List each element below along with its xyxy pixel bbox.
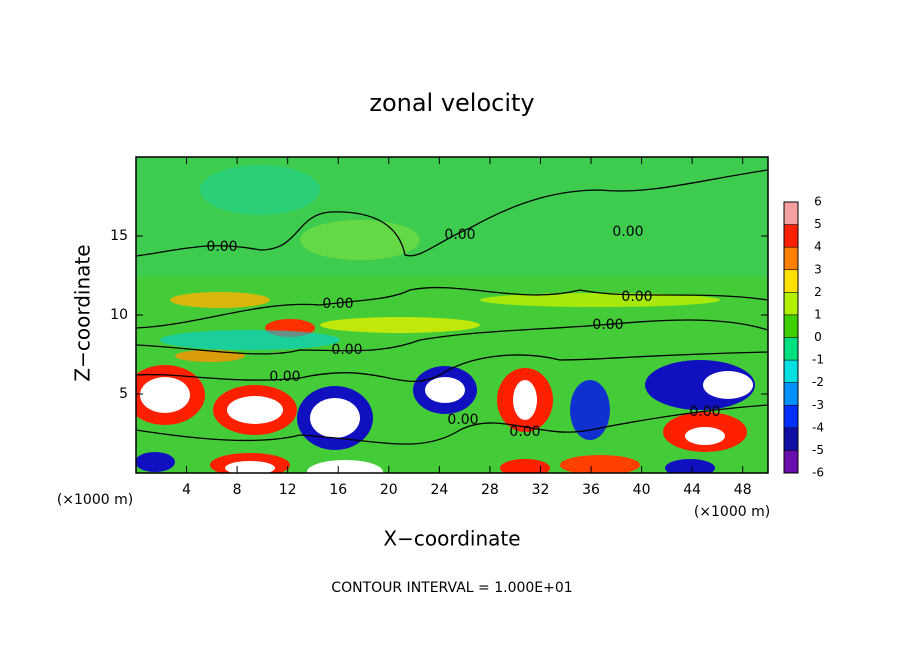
contour-label: 0.00 [447,412,478,428]
contour-label: 0.00 [509,424,540,440]
x-tick-label: 20 [380,482,398,498]
y-tick-label: 5 [119,386,128,402]
contour-label: 0.00 [444,227,475,243]
y-axis-title: Z−coordinate [71,244,95,381]
field-blob [307,460,383,473]
x-tick-label: 24 [430,482,448,498]
contour-label: 0.00 [322,296,353,312]
colorbar-band [784,382,798,406]
y-tick-label: 15 [110,228,128,244]
y-tick-label: 10 [110,307,128,323]
colorbar-band [784,292,798,315]
colorbar-label: -6 [812,466,824,480]
contour-label: 0.00 [206,239,237,255]
contour-lines [136,169,768,445]
colorbar-label: 0 [814,330,822,344]
field-blob [175,350,245,362]
field-blob [320,317,480,333]
colorbar-band [784,314,798,338]
chart-title: zonal velocity [369,89,534,117]
x-axis-title: X−coordinate [383,527,520,551]
x-tick-label: 12 [279,482,297,498]
field-blob [136,452,175,472]
colorbar-band [784,427,798,451]
colorbar-label: -4 [812,420,824,434]
colorbar-label: 1 [814,307,822,321]
x-tick-label: 44 [683,482,701,498]
x-tick-label: 16 [329,482,347,498]
colorbar-label: -3 [812,398,824,412]
field-blob [310,398,360,438]
field-blob [170,292,270,308]
contour-label: 0.00 [689,404,720,420]
x-tick-label: 48 [734,482,752,498]
x-tick-label: 32 [532,482,550,498]
x-tick-label: 36 [582,482,600,498]
x-tick-label: 4 [182,482,191,498]
field-blob [703,371,753,399]
x-unit-left: (×1000 m) [57,492,133,508]
field-blob [200,165,320,215]
colorbar-band [784,360,798,383]
contour-label: 0.00 [592,317,623,333]
colorbar-band [784,337,798,361]
colorbar-label: -1 [812,353,824,367]
colorbar-band [784,224,798,248]
field-blob [160,330,340,350]
contour-label: 0.00 [612,224,643,240]
field-blob [227,396,283,424]
field-blob [480,293,720,307]
field-blob [300,220,420,260]
field-blob [513,380,537,420]
contour-label: 0.00 [269,369,300,385]
colorbar-band [784,450,798,473]
colorbar-band [784,247,798,270]
x-tick-label: 40 [633,482,651,498]
colorbar-label: 6 [814,195,822,209]
field-blob [570,380,610,440]
colorbar-label: 3 [814,262,822,276]
field [136,157,768,473]
field-blob [425,377,465,403]
field-blob [140,377,190,413]
colorbar-label: -2 [812,375,824,389]
colorbar-label: 5 [814,217,822,231]
field-blob [560,455,640,473]
contour-label: 0.00 [331,342,362,358]
field-blob [685,427,725,445]
field-blob [500,459,550,473]
colorbar-band [784,202,798,225]
contour-label: 0.00 [621,289,652,305]
x-tick-label: 8 [233,482,242,498]
x-tick-label: 28 [481,482,499,498]
colorbar-band [784,269,798,293]
colorbar-band [784,405,798,428]
colorbar-label: 4 [814,240,822,254]
x-unit-right: (×1000 m) [694,504,770,520]
colorbar-label: 2 [814,285,822,299]
field-blob [665,459,715,473]
footnote: CONTOUR INTERVAL = 1.000E+01 [331,580,572,596]
colorbar-label: -5 [812,443,824,457]
